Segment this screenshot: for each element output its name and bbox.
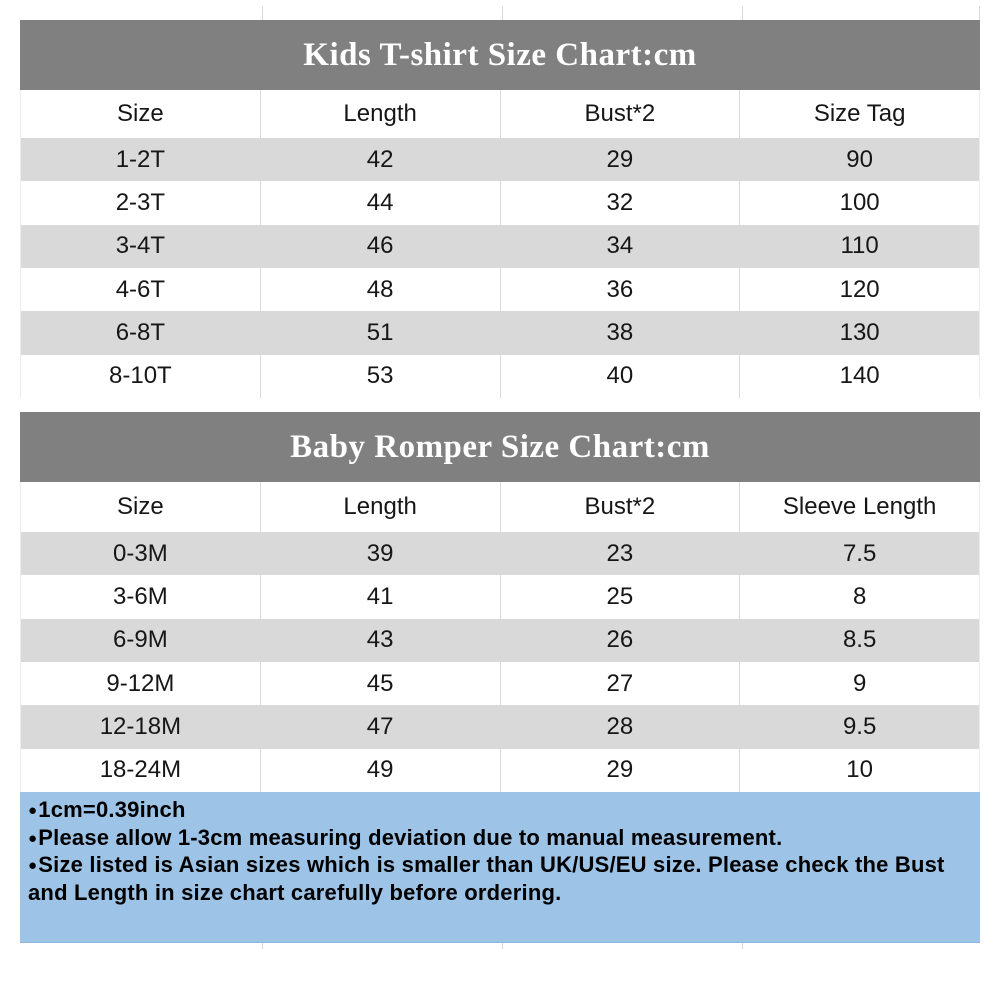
note-text: Please allow 1-3cm measuring deviation d…: [38, 824, 783, 850]
table-cell: 32: [499, 181, 740, 225]
table-cell: 41: [259, 575, 500, 619]
note-text: Size listed is Asian sizes which is smal…: [28, 852, 945, 905]
column-header-sleeve-length: Sleeve Length: [739, 482, 979, 532]
table-cell: 12-18M: [99, 712, 182, 740]
note-item: ●1cm=0.39inch: [28, 797, 968, 825]
table-cell: 36: [499, 267, 740, 312]
table-cell: 6-8T: [115, 318, 166, 346]
bullet-icon: ●: [28, 857, 38, 874]
table-row: 9-12M 45 27 9: [20, 661, 980, 706]
table-cell: 34: [499, 224, 740, 268]
table-cell: 90: [739, 138, 979, 182]
kids-tshirt-size-table: Kids T-shirt Size Chart:cm Size Length Bus…: [20, 20, 980, 398]
table-cell: 47: [259, 705, 500, 749]
table-row: 3-4T 46 34 110: [20, 224, 980, 268]
gridline-stub: [502, 6, 503, 20]
table-row: 18-24M 49 29 10: [20, 748, 980, 792]
table-cell: 45: [259, 661, 500, 706]
table-cell: 40: [499, 354, 740, 398]
table-row: 4-6T 48 36 120: [20, 267, 980, 312]
table-cell: 27: [499, 661, 740, 706]
table-cell: 26: [499, 618, 740, 662]
table-cell: 51: [259, 311, 500, 355]
gridline-stub: [979, 6, 980, 20]
table-row: 12-18M 47 28 9.5: [20, 705, 980, 749]
kids-tshirt-title: Kids T-shirt Size Chart:cm: [303, 36, 697, 73]
gridline-stub: [262, 943, 263, 949]
kids-tshirt-title-band: Kids T-shirt Size Chart:cm: [20, 20, 980, 90]
column-header-bust-2: Bust*2: [499, 482, 740, 532]
table-cell: 10: [739, 748, 979, 792]
kids-tshirt-rows: 1-2T 42 29 90 2-3T 44 32 100 3-4T 46 34 110 4-6T 48 36…: [20, 138, 980, 398]
table-cell: 4-6T: [115, 275, 166, 303]
table-cell: 9: [739, 661, 979, 706]
baby-romper-size-table: Baby Romper Size Chart:cm Size Length Bust…: [20, 412, 980, 792]
gridline-stub: [502, 943, 503, 949]
baby-romper-title: Baby Romper Size Chart:cm: [290, 428, 710, 465]
baby-romper-header-row: Size Length Bust*2 Sleeve Length: [20, 482, 980, 532]
table-row: 6-8T 51 38 130: [20, 311, 980, 355]
table-cell: 3-4T: [115, 232, 166, 260]
table-cell: 53: [259, 354, 500, 398]
table-cell: 110: [739, 224, 979, 268]
baby-romper-title-band: Baby Romper Size Chart:cm: [20, 412, 980, 482]
table-cell: 23: [499, 532, 740, 576]
bullet-icon: ●: [28, 802, 38, 819]
table-cell: 2-3T: [115, 188, 166, 216]
table-cell: 8-10T: [109, 362, 172, 390]
table-cell: 18-24M: [99, 756, 182, 784]
gridline-stub: [742, 6, 743, 20]
table-row: 3-6M 41 25 8: [20, 575, 980, 619]
table-cell: 38: [499, 311, 740, 355]
table-cell: 49: [259, 748, 500, 792]
column-header-size: Size: [117, 100, 164, 127]
column-header-size-tag: Size Tag: [739, 90, 979, 138]
table-cell: 0-3M: [113, 539, 168, 567]
table-cell: 42: [259, 138, 500, 182]
column-header-bust-2: Bust*2: [499, 90, 740, 138]
note-text: 1cm=0.39inch: [38, 797, 186, 822]
baby-romper-rows: 0-3M 39 23 7.5 3-6M 41 25 8 6-9M 43 26 8.5 9-12M 45 27…: [20, 532, 980, 792]
note-item: ●Please allow 1-3cm measuring deviation …: [28, 825, 968, 853]
table-cell: 100: [739, 181, 979, 225]
table-cell: 43: [259, 618, 500, 662]
notes-panel: ●1cm=0.39inch ●Please allow 1-3cm measuri…: [20, 792, 980, 943]
table-cell: 9-12M: [106, 669, 175, 697]
column-header-size: Size: [117, 493, 164, 520]
table-row: 2-3T 44 32 100: [20, 181, 980, 225]
table-cell: 29: [499, 748, 740, 792]
table-cell: 140: [739, 354, 979, 398]
table-cell: 120: [739, 267, 979, 312]
table-cell: 28: [499, 705, 740, 749]
table-cell: 9.5: [739, 705, 979, 749]
table-cell: 7.5: [739, 532, 979, 576]
table-cell: 1-2T: [115, 145, 166, 173]
table-row: 0-3M 39 23 7.5: [20, 532, 980, 576]
table-cell: 44: [259, 181, 500, 225]
table-cell: 8.5: [739, 618, 979, 662]
table-cell: 8: [739, 575, 979, 619]
note-item: ●Size listed is Asian sizes which is sma…: [28, 852, 968, 906]
table-cell: 130: [739, 311, 979, 355]
gridline-stub: [262, 6, 263, 20]
bullet-icon: ●: [28, 829, 38, 847]
table-cell: 3-6M: [113, 582, 168, 610]
table-cell: 6-9M: [113, 626, 168, 654]
table-row: 6-9M 43 26 8.5: [20, 618, 980, 662]
table-cell: 39: [259, 532, 500, 576]
table-cell: 29: [499, 138, 740, 182]
table-row: 1-2T 42 29 90: [20, 138, 980, 182]
column-header-length: Length: [259, 90, 500, 138]
gridline-stub: [742, 943, 743, 949]
table-cell: 46: [259, 224, 500, 268]
kids-tshirt-header-row: Size Length Bust*2 Size Tag: [20, 90, 980, 138]
table-cell: 25: [499, 575, 740, 619]
table-row: 8-10T 53 40 140: [20, 354, 980, 398]
column-header-length: Length: [259, 482, 500, 532]
table-cell: 48: [259, 267, 500, 312]
